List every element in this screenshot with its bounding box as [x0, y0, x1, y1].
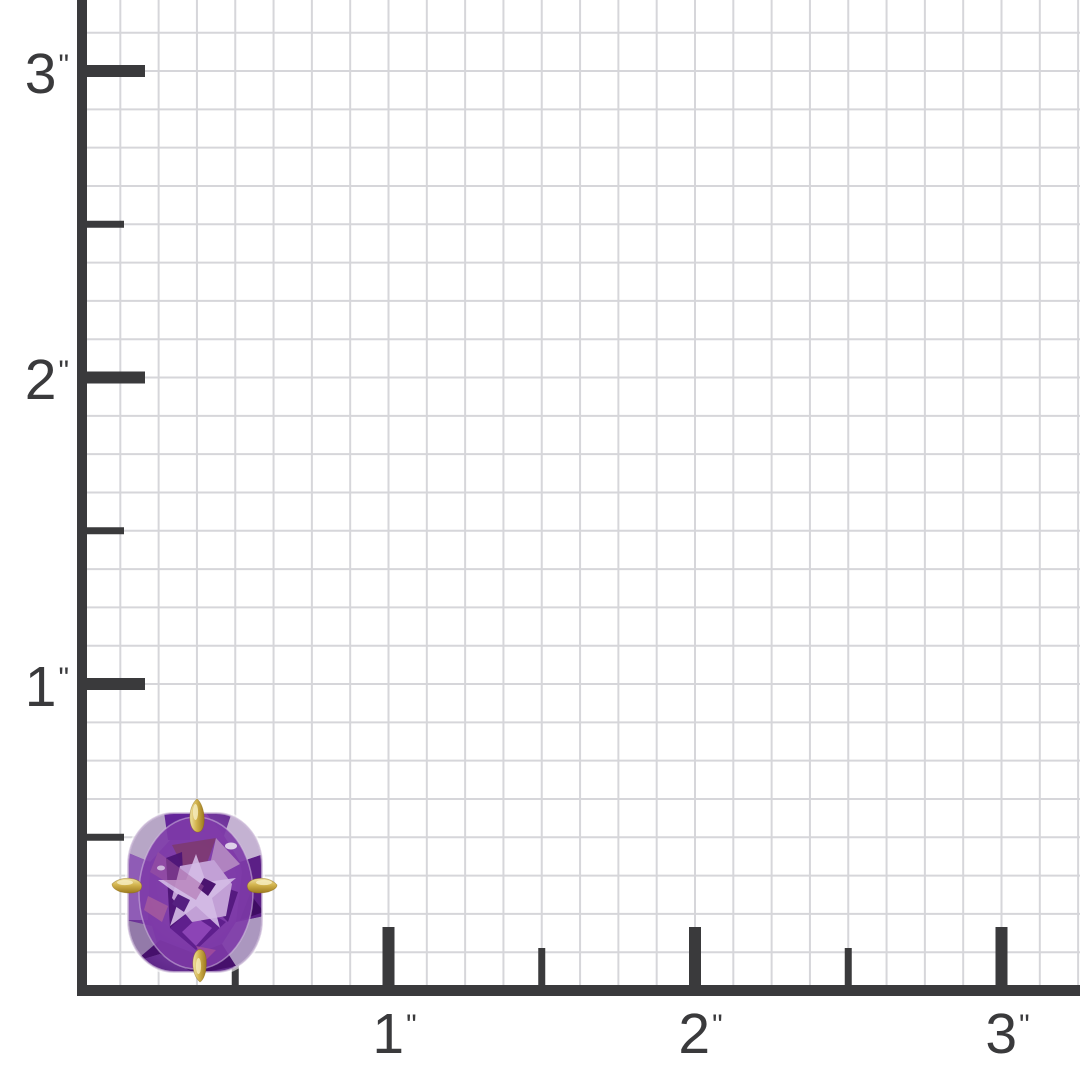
- amethyst-gemstone-image: [111, 798, 278, 983]
- y-axis-major-tick: [77, 65, 145, 77]
- y-axis-label-3in-number: 3: [24, 42, 57, 106]
- y-axis-major-tick: [77, 371, 145, 384]
- inch-symbol: ": [58, 48, 68, 82]
- x-axis-label-2in: 2": [678, 1006, 722, 1063]
- x-axis-medium-tick: [844, 948, 852, 996]
- grid-lines: [82, 0, 1080, 985]
- y-axis-major-tick: [77, 678, 145, 690]
- axes-and-ticks: [77, 0, 1080, 996]
- y-axis-label-1in-number: 1: [24, 655, 57, 719]
- inch-symbol: ": [1019, 1008, 1029, 1042]
- x-axis-medium-tick: [231, 948, 239, 996]
- x-axis-label-2in-number: 2: [678, 1002, 711, 1066]
- amethyst-stone: [125, 810, 265, 975]
- x-axis-major-tick: [995, 927, 1008, 996]
- x-axis-label-1in-number: 1: [372, 1002, 405, 1066]
- y-axis-label-2in-number: 2: [24, 348, 57, 412]
- y-axis-medium-tick: [77, 527, 124, 535]
- y-axis-label-1in: 1": [0, 659, 69, 716]
- x-axis-major-tick: [689, 927, 701, 996]
- inch-symbol: ": [712, 1008, 722, 1042]
- inch-symbol: ": [58, 354, 68, 388]
- y-axis-label-3in: 3": [0, 46, 69, 103]
- x-axis-bar: [77, 985, 1080, 996]
- x-axis-medium-tick: [538, 948, 546, 996]
- x-axis-major-tick: [382, 927, 395, 996]
- inch-symbol: ": [58, 661, 68, 695]
- gold-prongs: [111, 798, 278, 983]
- x-axis-label-1in: 1": [372, 1006, 416, 1063]
- x-axis-label-3in: 3": [985, 1006, 1029, 1063]
- inch-symbol: ": [406, 1008, 416, 1042]
- y-axis-medium-tick: [77, 833, 124, 841]
- x-axis-label-3in-number: 3: [985, 1002, 1018, 1066]
- y-axis-bar: [77, 0, 87, 996]
- y-axis-medium-tick: [77, 220, 124, 228]
- y-axis-label-2in: 2": [0, 352, 69, 409]
